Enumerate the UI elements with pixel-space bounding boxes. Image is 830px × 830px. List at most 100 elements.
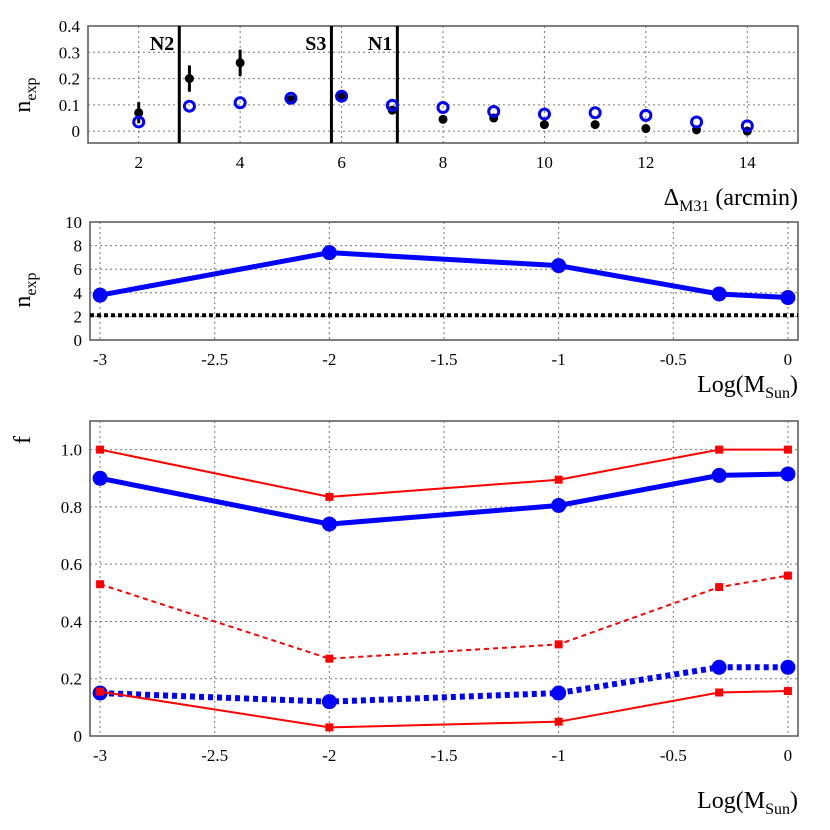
data-point xyxy=(325,654,334,663)
x-tick-label: -1.5 xyxy=(431,350,458,369)
y-axis-label: nexp xyxy=(10,77,40,112)
data-point xyxy=(711,467,727,483)
x-tick-label: 0 xyxy=(784,350,793,369)
region-label: S3 xyxy=(305,33,326,55)
data-point-black xyxy=(134,108,144,118)
y-tick-label: 0 xyxy=(72,122,81,141)
data-point xyxy=(92,287,108,303)
y-tick-label: 8 xyxy=(74,237,83,256)
data-point xyxy=(96,687,105,696)
panel-2: -3 -2.5 -2 -1.5 -1 -0.5 0 0 2 4 6 8 10 Log(MSun) nexp xyxy=(10,213,799,402)
data-point-blue xyxy=(588,106,602,120)
panel-3: -3 -2.5 -2 -1.5 -1 -0.5 0 0 0.2 0.4 0.6 0.8 1.0 Log(M… xyxy=(10,420,799,818)
x-tick-label: -2 xyxy=(322,746,336,765)
plot-frame xyxy=(89,221,799,341)
y-tick-label: 1.0 xyxy=(61,441,82,460)
data-point xyxy=(715,445,724,454)
data-point xyxy=(780,290,796,306)
x-tick-label: 12 xyxy=(637,153,654,172)
panel-1: 2 4 6 8 10 12 14 0 0.1 0.2 0.3 0.4 ΔM31 (arcmin) nexp… xyxy=(10,17,799,215)
data-point-blue xyxy=(740,119,754,133)
data-point xyxy=(551,497,567,513)
y-tick-label: 0.3 xyxy=(59,43,80,62)
y-tick-label: 0.1 xyxy=(59,96,80,115)
plot-frame xyxy=(87,25,799,144)
data-point xyxy=(715,583,724,592)
data-point xyxy=(711,659,727,675)
x-tick-label: -1.5 xyxy=(431,746,458,765)
y-tick-label: 0.4 xyxy=(59,17,81,36)
data-point-blue xyxy=(132,115,146,129)
data-point xyxy=(325,723,334,732)
data-point xyxy=(325,492,334,501)
x-tick-label: -3 xyxy=(93,350,107,369)
data-point-black xyxy=(438,114,448,124)
data-point xyxy=(321,694,337,710)
x-tick-label: -3 xyxy=(93,746,107,765)
y-tick-label: 4 xyxy=(74,284,83,303)
x-tick-label: 6 xyxy=(337,153,346,172)
data-point xyxy=(551,685,567,701)
y-tick-label: 0 xyxy=(74,331,83,350)
data-point-blue xyxy=(690,115,704,129)
y-tick-label: 6 xyxy=(74,260,83,279)
y-axis-label: nexp xyxy=(10,272,40,307)
x-tick-label: -2.5 xyxy=(201,746,228,765)
data-point xyxy=(711,286,727,302)
x-axis-label: ΔM31 (arcmin) xyxy=(664,185,798,215)
data-point xyxy=(554,475,563,484)
data-point xyxy=(783,687,792,696)
data-point-black xyxy=(590,120,600,130)
data-point-blue xyxy=(284,91,298,105)
data-point-blue xyxy=(385,98,399,112)
x-tick-label: 0 xyxy=(784,746,793,765)
data-point xyxy=(780,466,796,482)
data-point xyxy=(783,571,792,580)
y-tick-label: 0.4 xyxy=(61,612,83,631)
data-point xyxy=(321,245,337,261)
data-point-blue xyxy=(335,89,349,103)
x-tick-label: 8 xyxy=(439,153,448,172)
x-tick-label: 14 xyxy=(739,153,757,172)
data-point-black xyxy=(641,124,651,134)
y-tick-label: 0 xyxy=(74,727,83,746)
x-tick-label: 10 xyxy=(536,153,553,172)
data-point-blue xyxy=(182,99,196,113)
data-point xyxy=(780,659,796,675)
series-line xyxy=(99,250,789,301)
data-point-black xyxy=(235,58,245,68)
data-point xyxy=(715,688,724,697)
x-axis-label: Log(MSun) xyxy=(697,788,798,818)
x-tick-label: -1 xyxy=(552,746,566,765)
y-axis-label: f xyxy=(10,436,36,444)
data-point xyxy=(96,580,105,589)
y-tick-label: 2 xyxy=(74,307,83,326)
data-point-black xyxy=(539,120,549,130)
data-point xyxy=(783,445,792,454)
x-tick-label: -2 xyxy=(322,350,336,369)
x-tick-label: -1 xyxy=(552,350,566,369)
y-tick-label: 10 xyxy=(65,213,82,232)
x-tick-label: -0.5 xyxy=(660,746,687,765)
x-tick-label: 4 xyxy=(236,153,245,172)
x-tick-label: -2.5 xyxy=(201,350,228,369)
data-point xyxy=(321,516,337,532)
y-tick-label: 0.2 xyxy=(61,670,82,689)
x-tick-label: -0.5 xyxy=(660,350,687,369)
data-point-blue xyxy=(487,104,501,118)
data-point-blue xyxy=(537,107,551,121)
y-tick-label: 0.2 xyxy=(59,70,80,89)
data-point xyxy=(96,445,105,454)
data-point xyxy=(554,717,563,726)
data-point-blue xyxy=(436,101,450,115)
data-point-blue xyxy=(233,96,247,110)
y-tick-label: 0.6 xyxy=(61,555,82,574)
x-axis-label: Log(MSun) xyxy=(697,372,798,402)
x-tick-label: 2 xyxy=(134,153,143,172)
region-label: N2 xyxy=(150,33,174,55)
data-point-blue xyxy=(639,108,653,122)
data-point xyxy=(554,640,563,649)
data-point xyxy=(92,470,108,486)
data-point-black xyxy=(184,74,194,84)
